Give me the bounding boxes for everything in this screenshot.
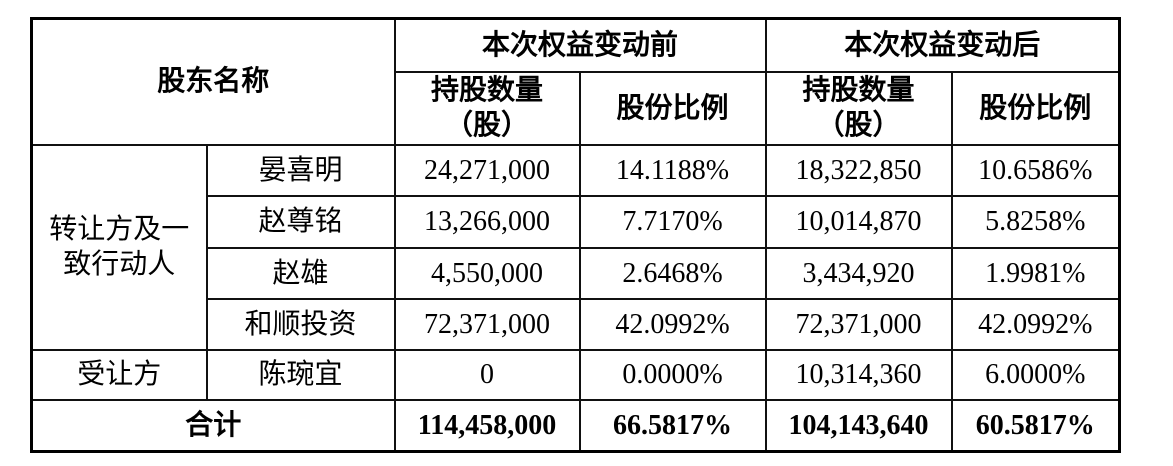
header-row-1: 股东名称 本次权益变动前 本次权益变动后 xyxy=(30,17,1121,146)
cell-before-shares: 4,550,000 xyxy=(393,246,581,300)
header-row-2: 持股数量 （股） 股份比例 持股数量 （股） 股份比例 xyxy=(32,70,1121,146)
header-after-shares: 持股数量 （股） xyxy=(764,70,953,146)
shareholding-change-table: 股东名称 本次权益变动前 本次权益变动后 持股数量 （股） 股份比例 持股数量 … xyxy=(30,17,1121,453)
cell-before-ratio: 42.0992% xyxy=(578,297,767,351)
cell-after-ratio: 10.6586% xyxy=(950,143,1121,197)
cell-after-shares: 10,314,360 xyxy=(764,348,953,401)
cell-before-ratio: 7.7170% xyxy=(578,194,767,249)
cell-after-ratio: 5.8258% xyxy=(950,194,1121,249)
header-after-ratio: 股份比例 xyxy=(950,70,1121,146)
cell-after-shares: 72,371,000 xyxy=(764,297,953,351)
table-row: 转让方及一 致行动人 晏喜明 24,271,000 14.1188% 18,32… xyxy=(30,143,1121,351)
cell-before-shares: 72,371,000 xyxy=(393,297,581,351)
cell-before-shares: 24,271,000 xyxy=(393,143,581,197)
header-shareholder-name: 股东名称 xyxy=(30,17,396,146)
cell-after-ratio: 1.9981% xyxy=(950,246,1121,300)
cell-after-ratio: 6.0000% xyxy=(950,348,1121,401)
table-row: 赵尊铭 13,266,000 7.7170% 10,014,870 5.8258… xyxy=(32,194,1121,249)
total-label: 合计 xyxy=(30,398,396,453)
header-after-change: 本次权益变动后 xyxy=(764,17,1121,73)
cell-after-shares: 3,434,920 xyxy=(764,246,953,300)
header-before-ratio: 股份比例 xyxy=(578,70,767,146)
cell-shareholder-name: 赵雄 xyxy=(205,246,396,300)
cell-before-shares: 13,266,000 xyxy=(393,194,581,249)
cell-before-shares: 0 xyxy=(393,348,581,401)
total-after-ratio: 60.5817% xyxy=(950,398,1121,453)
cell-before-ratio: 14.1188% xyxy=(578,143,767,197)
cell-group-transferor: 转让方及一 致行动人 xyxy=(30,143,208,351)
table-row: 和顺投资 72,371,000 42.0992% 72,371,000 42.0… xyxy=(32,297,1121,351)
table-row: 赵雄 4,550,000 2.6468% 3,434,920 1.9981% xyxy=(32,246,1121,300)
cell-shareholder-name: 赵尊铭 xyxy=(205,194,396,249)
header-before-change: 本次权益变动前 xyxy=(393,17,767,73)
cell-shareholder-name: 和顺投资 xyxy=(205,297,396,351)
cell-before-ratio: 0.0000% xyxy=(578,348,767,401)
header-before-shares: 持股数量 （股） xyxy=(393,70,581,146)
total-row: 合计 114,458,000 66.5817% 104,143,640 60.5… xyxy=(30,398,1121,453)
cell-after-shares: 10,014,870 xyxy=(764,194,953,249)
cell-after-ratio: 42.0992% xyxy=(950,297,1121,351)
cell-group-transferee: 受让方 xyxy=(30,348,208,401)
cell-shareholder-name: 晏喜明 xyxy=(205,143,396,197)
table-row: 受让方 陈琬宜 0 0.0000% 10,314,360 6.0000% xyxy=(30,348,1121,401)
cell-before-ratio: 2.6468% xyxy=(578,246,767,300)
total-before-ratio: 66.5817% xyxy=(578,398,767,453)
cell-after-shares: 18,322,850 xyxy=(764,143,953,197)
total-before-shares: 114,458,000 xyxy=(393,398,581,453)
cell-shareholder-name: 陈琬宜 xyxy=(205,348,396,401)
total-after-shares: 104,143,640 xyxy=(764,398,953,453)
